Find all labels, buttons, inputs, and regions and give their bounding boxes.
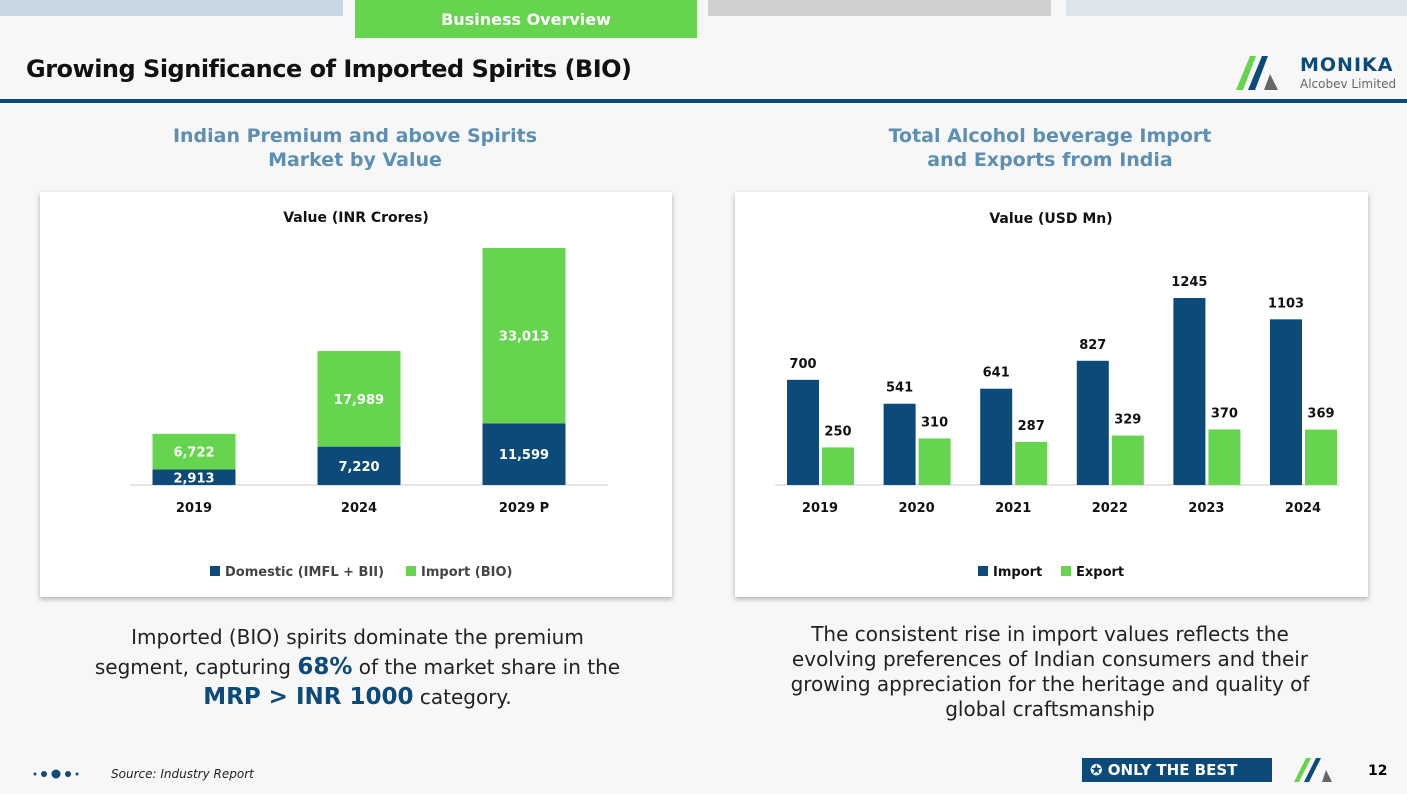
bar-import	[152, 433, 236, 470]
stacked-bar-chart: Value (INR Crores) 2,913 6,722 2019 7,220 17,…	[130, 210, 608, 580]
company-logo: MONIKA Alcobev Limited	[1234, 52, 1404, 92]
data-label: 6,722	[173, 446, 214, 461]
bar-import	[980, 388, 1013, 485]
chart-title: Value (INR Crores)	[283, 210, 429, 226]
x-tick-label: 2020	[899, 501, 935, 516]
data-label: 310	[921, 415, 948, 430]
bar-export	[918, 438, 951, 485]
header-divider	[0, 99, 1407, 103]
bar-export	[1305, 429, 1337, 485]
legend-label: Domestic (IMFL + BII)	[225, 565, 384, 580]
data-label: 1245	[1171, 275, 1207, 290]
top-strip	[708, 0, 1051, 16]
data-label: 369	[1307, 407, 1334, 422]
bar-import	[787, 379, 819, 485]
bar-export	[1015, 441, 1048, 485]
legend-label: Import (BIO)	[421, 565, 512, 580]
data-label: 287	[1018, 419, 1045, 434]
data-label: 2,913	[173, 471, 214, 486]
data-label: 11,599	[499, 448, 549, 463]
data-label: 250	[824, 424, 851, 439]
data-label: 700	[789, 357, 816, 372]
x-tick-label: 2021	[995, 501, 1031, 516]
dots-decoration-icon	[33, 769, 79, 779]
data-label: 541	[886, 381, 913, 396]
logo-subtitle: Alcobev Limited	[1300, 77, 1397, 91]
legend-swatch	[406, 566, 416, 576]
page-title: Growing Significance of Imported Spirits…	[26, 55, 632, 83]
x-tick-label: 2019	[802, 501, 838, 516]
data-label: 329	[1114, 413, 1141, 428]
bar-export	[1111, 435, 1144, 485]
bar-import	[1076, 360, 1109, 485]
logo-stripes-icon	[1294, 758, 1332, 782]
chart-title: Value (USD Mn)	[989, 211, 1112, 227]
top-strip	[0, 0, 343, 16]
bar-domestic	[317, 446, 401, 485]
left-caption: Imported (BIO) spirits dominate the prem…	[94, 625, 621, 710]
bar-import	[1270, 319, 1302, 485]
x-tick-label: 2024	[1285, 501, 1321, 516]
data-label: 17,989	[334, 393, 384, 408]
bar-import	[317, 351, 401, 447]
x-tick-label: 2029 P	[499, 501, 549, 516]
grouped-bar-chart: Value (USD Mn) 700 250 2019 541 310 2020 641 287…	[775, 211, 1340, 580]
data-label: 7,220	[338, 460, 379, 475]
bar-import	[883, 403, 916, 485]
left-subtitle: Indian Premium and above Spirits Market b…	[172, 125, 538, 171]
bar-import	[482, 248, 566, 424]
bar-export	[1208, 429, 1241, 485]
right-subtitle: Total Alcohol beverage Import and Exports…	[888, 125, 1212, 171]
legend-label: Import	[993, 565, 1042, 580]
legend-swatch	[978, 566, 988, 576]
data-label: 641	[983, 366, 1010, 381]
legend-swatch	[1061, 566, 1071, 576]
tagline-badge: ✪ ONLY THE BEST	[1082, 758, 1272, 782]
star-icon: ✪	[1090, 761, 1108, 779]
source-note: Source: Industry Report	[111, 767, 254, 781]
logo-mark-icon	[1236, 56, 1278, 90]
data-label: 33,013	[499, 330, 549, 345]
x-tick-label: 2022	[1092, 501, 1128, 516]
x-tick-label: 2024	[341, 501, 377, 516]
x-tick-label: 2023	[1188, 501, 1224, 516]
data-label: 827	[1079, 338, 1106, 353]
left-chart-panel: Value (INR Crores) 2,913 6,722 2019 7,220 17,…	[40, 192, 672, 597]
x-tick-label: 2019	[176, 501, 212, 516]
legend-swatch	[210, 566, 220, 576]
bar-domestic	[482, 423, 566, 485]
logo-name: MONIKA	[1300, 54, 1394, 76]
data-label: 370	[1211, 406, 1238, 421]
bar-domestic	[152, 469, 236, 485]
data-label: 1103	[1268, 296, 1304, 311]
top-strip	[1066, 0, 1407, 16]
page-number: 12	[1368, 763, 1388, 779]
bar-import	[1173, 298, 1206, 485]
right-chart-panel: Value (USD Mn) 700 250 2019 541 310 2020 641 287…	[735, 192, 1368, 597]
legend-label: Export	[1076, 565, 1124, 580]
right-caption: The consistent rise in import values ref…	[790, 622, 1310, 721]
section-tab[interactable]: Business Overview	[355, 0, 697, 38]
bar-export	[822, 447, 854, 485]
